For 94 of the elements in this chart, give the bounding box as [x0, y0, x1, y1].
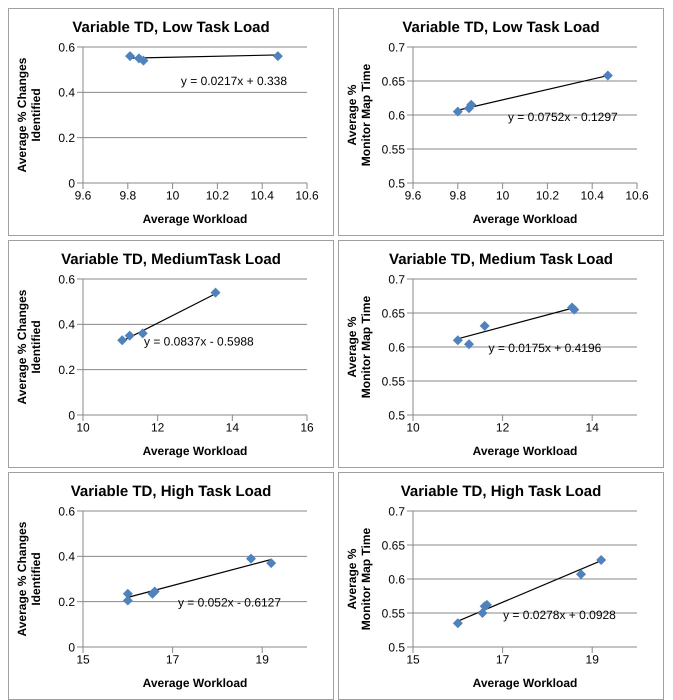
point [477, 608, 488, 618]
x-tick-label: 10.4 [580, 188, 604, 203]
x-tick-label: 10.6 [295, 188, 319, 203]
chart-title: Variable TD, High Task Load [400, 483, 602, 502]
point [452, 335, 463, 346]
y-tick-label: 0 [68, 176, 76, 190]
x-tick-label: 14 [586, 420, 600, 435]
x-tick-label: 10.2 [536, 188, 560, 203]
chart-title: Variable TD, MediumTask Load [60, 251, 282, 270]
x-tick-label: 9.6 [74, 188, 92, 203]
x-tick-label: 10 [76, 420, 90, 435]
chart-title: Variable TD, Medium Task Load [388, 251, 614, 270]
y-tick-label: 0.65 [382, 74, 406, 88]
x-tick-label: 10 [166, 188, 180, 203]
x-tick-label: 16 [300, 420, 314, 435]
y-tick-label: 0.55 [382, 374, 406, 388]
y-tick-label: 0.55 [382, 142, 406, 156]
y-tick-label: 0.5 [388, 176, 406, 190]
annotation: y = 0.052x - 0.6127 [178, 596, 282, 610]
chart-title: Variable TD, Low Task Load [401, 19, 601, 38]
y-tick-label: 0.2 [58, 594, 76, 609]
x-axis-title: Average Workload [142, 444, 248, 458]
x-tick-label: 19 [256, 652, 270, 667]
y-tick-label: 0.6 [58, 272, 76, 286]
y-axis-title: Average % Monitor Map Time [345, 63, 373, 166]
x-axis-title: Average Workload [472, 444, 578, 458]
x-axis-title: Average Workload [472, 212, 578, 226]
point [124, 330, 135, 341]
x-tick-label: 10 [406, 420, 420, 435]
x-tick-label: 10.4 [250, 188, 274, 203]
point [138, 328, 148, 338]
y-tick-label: 0.7 [388, 40, 406, 54]
y-tick-label: 0.6 [58, 504, 76, 518]
point [246, 554, 256, 564]
x-tick-label: 10 [496, 188, 510, 203]
y-tick-label: 0.5 [388, 640, 406, 654]
point [576, 569, 586, 580]
point [266, 558, 276, 568]
x-tick-label: 12 [150, 420, 165, 435]
annotation: y = 0.0217x + 0.338 [180, 74, 288, 88]
y-tick-label: 0.2 [58, 130, 76, 145]
annotation: y = 0.0175x + 0.4196 [488, 340, 602, 355]
y-tick-label: 0.6 [388, 108, 406, 122]
point [210, 288, 221, 298]
x-tick-label: 17 [166, 652, 180, 667]
point [480, 320, 490, 331]
y-tick-label: 0.4 [58, 318, 76, 332]
chart-title: Variable TD, High Task Load [70, 483, 272, 502]
x-tick-label: 14 [226, 420, 240, 435]
point [122, 588, 133, 599]
x-tick-label: 9.6 [404, 188, 422, 203]
x-tick-label: 10.2 [206, 188, 230, 203]
x-tick-label: 12 [496, 420, 510, 435]
y-axis-title: Average % Changes Identified [15, 57, 43, 172]
y-axis-title: Average % Changes Identified [15, 521, 43, 636]
point [452, 106, 463, 117]
y-tick-label: 0.5 [388, 408, 406, 422]
y-tick-label: 0.4 [58, 550, 76, 564]
x-tick-label: 15 [406, 652, 420, 667]
point [122, 596, 133, 606]
y-tick-label: 0.6 [388, 572, 406, 586]
annotation: y = 0.0752x - 0.1297 [508, 110, 618, 124]
y-tick-label: 0.6 [58, 40, 76, 54]
point [150, 586, 160, 596]
y-tick-label: 0.65 [382, 538, 406, 552]
y-tick-label: 0.7 [388, 504, 406, 518]
annotation: y = 0.0278x + 0.0928 [503, 608, 616, 622]
y-tick-label: 0 [68, 408, 76, 422]
point [602, 70, 613, 81]
point [596, 554, 606, 565]
y-tick-label: 0.6 [388, 340, 406, 354]
y-tick-label: 0 [68, 640, 76, 654]
y-tick-label: 0.55 [382, 606, 406, 620]
x-tick-label: 9.8 [119, 188, 136, 203]
x-axis-title: Average Workload [472, 676, 578, 690]
x-axis-title: Average Workload [142, 676, 248, 690]
y-axis-title: Average % Monitor Map Time [345, 527, 373, 630]
y-tick-label: 0.2 [58, 362, 76, 377]
y-tick-label: 0.4 [58, 86, 76, 100]
point [452, 618, 463, 628]
x-tick-label: 10.6 [625, 188, 649, 203]
x-tick-label: 17 [496, 652, 510, 667]
y-tick-label: 0.7 [388, 272, 406, 286]
y-axis-title: Average % Monitor Map Time [345, 295, 373, 398]
chart-title: Variable TD, Low Task Load [71, 19, 271, 38]
y-tick-label: 0.65 [382, 306, 406, 320]
x-tick-label: 19 [586, 652, 600, 667]
point [117, 335, 128, 346]
point [464, 339, 474, 350]
x-tick-label: 9.8 [449, 188, 466, 203]
x-tick-label: 15 [76, 652, 90, 667]
annotation: y = 0.0837x - 0.5988 [144, 334, 254, 349]
y-axis-title: Average % Changes Identified [15, 289, 43, 404]
x-axis-title: Average Workload [142, 212, 248, 226]
